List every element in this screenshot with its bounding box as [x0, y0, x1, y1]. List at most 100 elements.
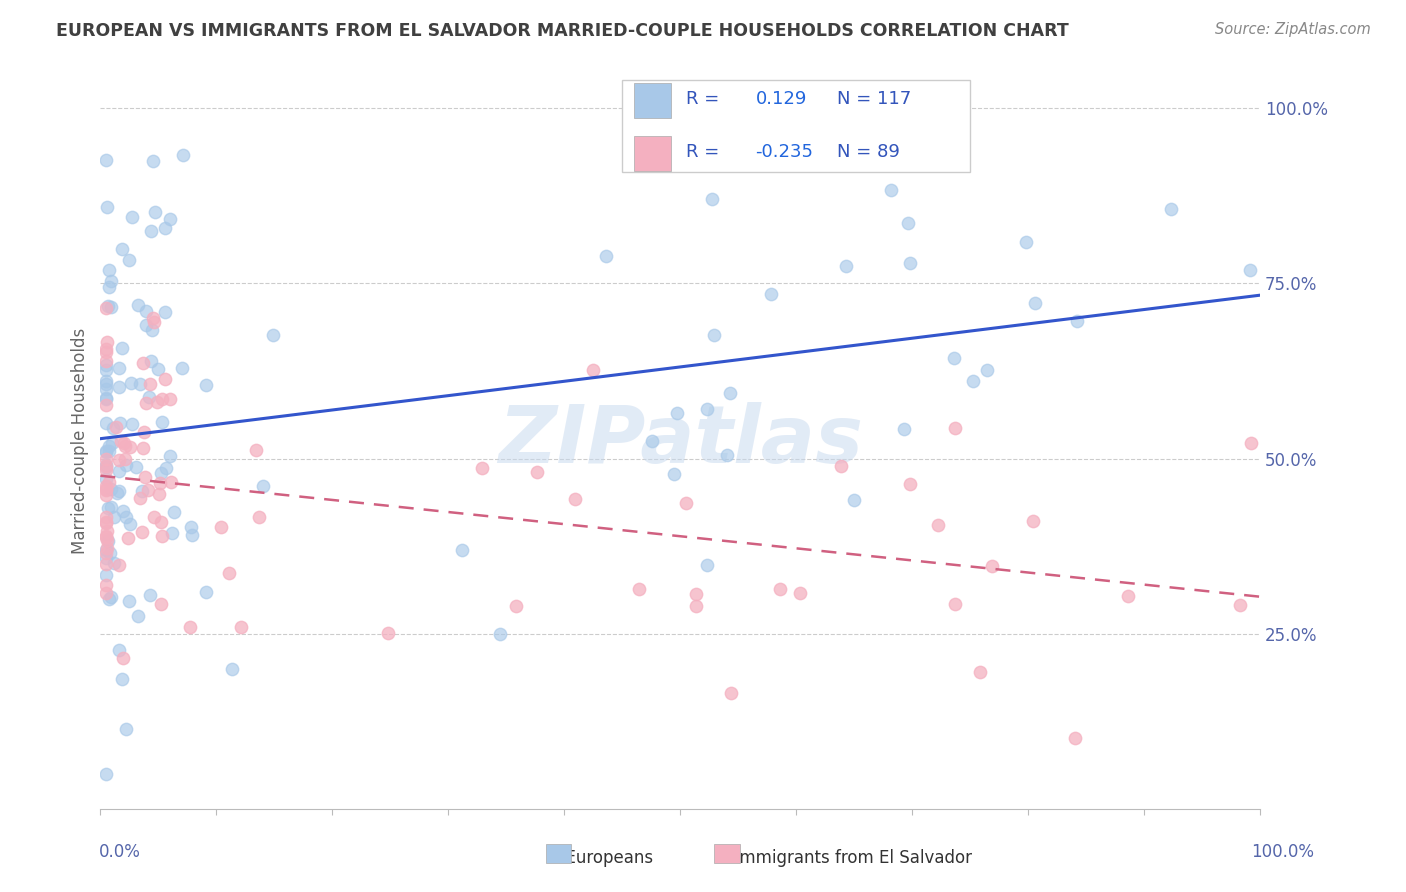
Point: [761, 287, 783, 301]
Point: [696, 401, 718, 416]
Point: [142, 154, 165, 169]
Text: R =: R =: [686, 143, 725, 161]
Point: [112, 435, 135, 450]
Point: [172, 148, 194, 162]
Point: [179, 620, 201, 634]
Point: [94, 767, 117, 781]
Point: [1015, 235, 1038, 249]
Point: [627, 582, 650, 596]
Point: [1116, 589, 1139, 603]
FancyBboxPatch shape: [621, 80, 970, 172]
Point: [97, 591, 120, 606]
Point: [172, 361, 194, 376]
Point: [685, 587, 707, 601]
Point: [245, 442, 267, 457]
Point: [262, 327, 284, 342]
Point: [703, 328, 725, 343]
Point: [101, 436, 124, 450]
Point: [94, 398, 117, 412]
Point: [94, 483, 117, 498]
Point: [94, 392, 117, 406]
Point: [121, 417, 143, 431]
Point: [94, 479, 117, 493]
Point: [160, 525, 183, 540]
Point: [149, 515, 172, 529]
Point: [105, 485, 128, 500]
Point: [142, 510, 165, 524]
Point: [120, 516, 142, 531]
Point: [505, 599, 527, 614]
Point: [209, 520, 232, 534]
Point: [96, 534, 118, 549]
Point: [100, 300, 122, 314]
Point: [160, 475, 183, 490]
Point: [94, 153, 117, 167]
Text: EUROPEAN VS IMMIGRANTS FROM EL SALVADOR MARRIED-COUPLE HOUSEHOLDS CORRELATION CH: EUROPEAN VS IMMIGRANTS FROM EL SALVADOR …: [56, 22, 1069, 40]
Point: [135, 304, 157, 318]
Point: [131, 525, 153, 540]
Point: [103, 557, 125, 571]
Point: [94, 546, 117, 560]
Text: N = 89: N = 89: [837, 143, 900, 161]
Point: [139, 353, 162, 368]
Point: [115, 458, 138, 472]
Point: [96, 200, 118, 214]
Point: [1239, 263, 1261, 277]
Point: [150, 597, 173, 611]
Point: [146, 394, 169, 409]
Point: [129, 491, 152, 506]
Point: [100, 500, 122, 515]
Point: [111, 672, 134, 686]
Point: [100, 591, 122, 605]
Point: [526, 465, 548, 479]
Point: [96, 533, 118, 547]
Point: [159, 449, 181, 463]
Point: [153, 305, 176, 319]
Point: [700, 192, 723, 206]
Point: [942, 351, 965, 366]
Point: [94, 445, 117, 459]
Point: [716, 448, 738, 462]
Point: [769, 582, 792, 597]
Point: [94, 550, 117, 565]
Point: [143, 204, 166, 219]
Point: [142, 315, 165, 329]
Point: [842, 492, 865, 507]
Point: [664, 467, 686, 482]
Point: [943, 598, 966, 612]
Text: Source: ZipAtlas.com: Source: ZipAtlas.com: [1215, 22, 1371, 37]
Point: [247, 510, 270, 524]
Text: R =: R =: [686, 90, 725, 108]
Point: [218, 566, 240, 581]
Point: [142, 311, 165, 326]
Point: [108, 558, 131, 573]
Point: [112, 504, 135, 518]
Text: -0.235: -0.235: [755, 143, 814, 161]
Point: [94, 416, 117, 430]
Point: [789, 585, 811, 599]
Point: [120, 376, 142, 391]
Point: [115, 722, 138, 736]
Point: [94, 482, 117, 496]
Point: [141, 323, 163, 337]
Point: [1063, 731, 1085, 745]
Point: [94, 363, 117, 377]
Point: [94, 354, 117, 368]
Point: [98, 439, 121, 453]
Point: [976, 363, 998, 377]
Point: [97, 299, 120, 313]
Point: [898, 256, 921, 270]
FancyBboxPatch shape: [634, 136, 671, 171]
Point: [127, 609, 149, 624]
Point: [252, 478, 274, 492]
Point: [159, 211, 181, 226]
Y-axis label: Married-couple Households: Married-couple Households: [72, 328, 89, 554]
Point: [135, 318, 157, 332]
Point: [969, 665, 991, 680]
Point: [685, 599, 707, 613]
Point: [96, 541, 118, 556]
Point: [107, 464, 129, 478]
Text: Europeans: Europeans: [555, 849, 654, 867]
Point: [108, 380, 131, 394]
Point: [1229, 598, 1251, 612]
